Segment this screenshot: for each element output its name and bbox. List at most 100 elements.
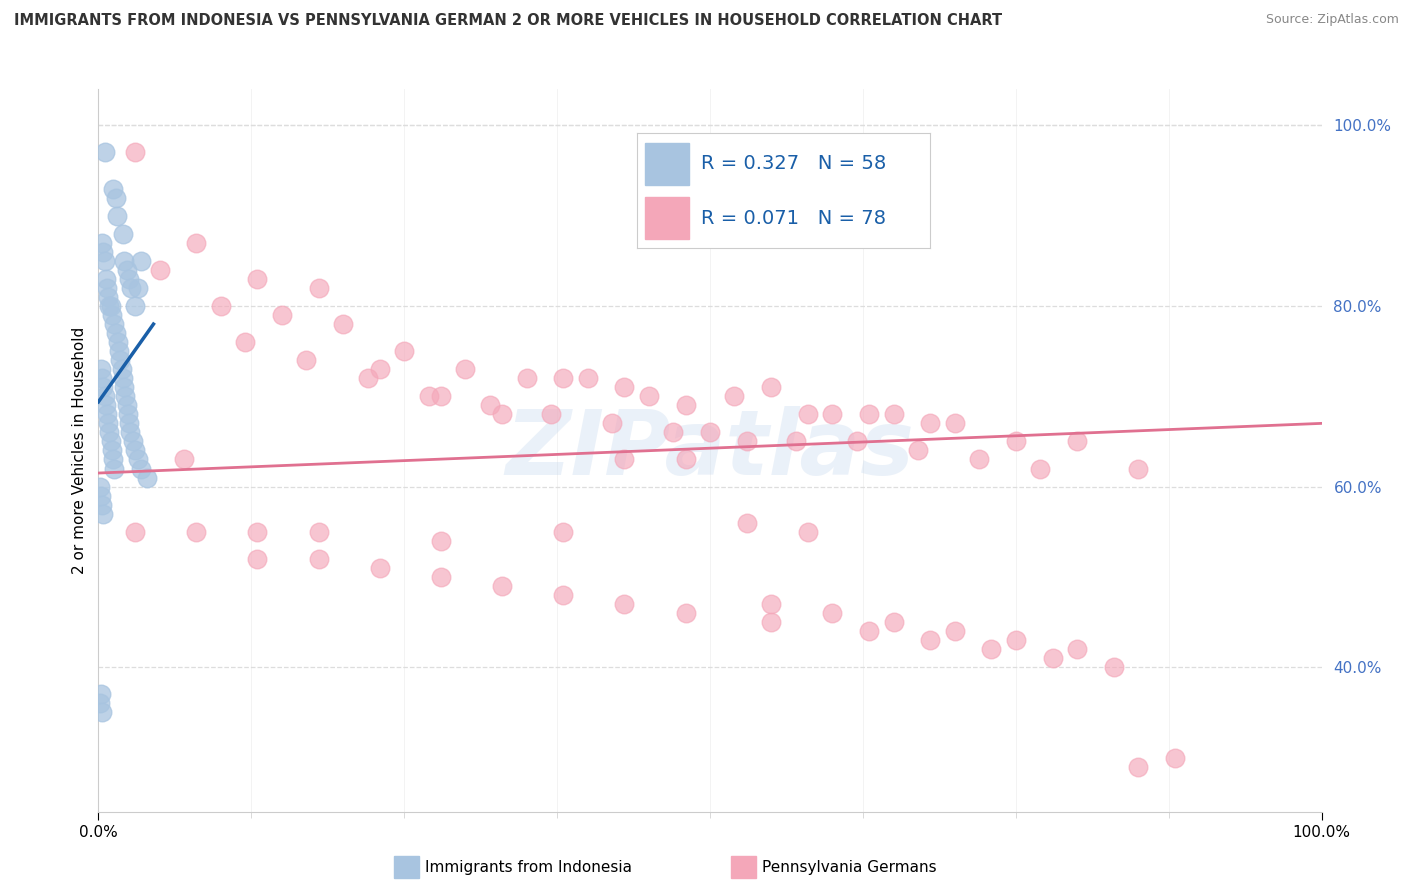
Point (104, 191, 127, 205)
Point (943, 624, 966, 639)
Point (91, 380, 114, 394)
Point (93, 253, 115, 268)
Point (124, 524, 146, 539)
Point (675, 398, 697, 412)
Text: R = 0.071   N = 78: R = 0.071 N = 78 (702, 209, 886, 227)
Point (920, 633, 942, 648)
Point (90, 489, 112, 503)
Point (90, 687, 112, 701)
Text: Immigrants from Indonesia: Immigrants from Indonesia (425, 860, 631, 874)
Point (91, 498, 114, 512)
Point (100, 299, 122, 313)
Point (112, 380, 135, 394)
Point (120, 425, 142, 440)
Point (96, 281, 118, 295)
Bar (645, 143, 689, 185)
Point (105, 209, 128, 223)
Point (540, 407, 562, 422)
Point (735, 434, 758, 449)
Point (723, 389, 745, 403)
Point (100, 434, 122, 449)
Point (797, 407, 820, 422)
Point (173, 452, 195, 467)
Point (613, 380, 636, 394)
Point (246, 524, 269, 539)
Point (246, 272, 269, 286)
Point (491, 579, 513, 593)
Point (613, 597, 636, 611)
Point (516, 371, 538, 385)
Point (907, 443, 929, 458)
Point (967, 452, 990, 467)
Point (600, 417, 623, 431)
Point (1004, 633, 1026, 648)
Point (785, 434, 807, 449)
Point (136, 470, 159, 484)
Point (108, 344, 131, 359)
Point (553, 524, 575, 539)
Point (1042, 651, 1064, 665)
Point (101, 443, 124, 458)
Point (186, 235, 208, 250)
Point (118, 417, 141, 431)
Point (101, 181, 124, 195)
Point (103, 317, 125, 331)
Point (368, 561, 391, 575)
Point (1128, 461, 1150, 475)
Point (883, 407, 905, 422)
Y-axis label: 2 or more Vehicles in Household: 2 or more Vehicles in Household (72, 326, 87, 574)
Point (103, 461, 125, 475)
Point (1029, 461, 1052, 475)
Point (97, 290, 120, 304)
Point (797, 524, 820, 539)
Point (980, 642, 1002, 657)
Point (368, 362, 391, 376)
Point (98, 425, 121, 440)
Point (97, 417, 120, 431)
Point (1066, 434, 1088, 449)
Point (96, 407, 118, 422)
Point (821, 606, 844, 620)
Point (91, 371, 114, 385)
Point (1004, 434, 1026, 449)
Point (129, 253, 152, 268)
Point (920, 417, 942, 431)
Point (662, 425, 685, 440)
Point (356, 371, 378, 385)
Point (90, 362, 112, 376)
Point (111, 227, 134, 241)
Point (111, 371, 134, 385)
Point (94, 272, 117, 286)
Bar (645, 197, 689, 239)
Point (1128, 759, 1150, 773)
Point (308, 281, 330, 295)
Point (883, 615, 905, 629)
Point (430, 389, 453, 403)
Point (246, 551, 269, 566)
Point (675, 606, 697, 620)
Text: IMMIGRANTS FROM INDONESIA VS PENNSYLVANIA GERMAN 2 OR MORE VEHICLES IN HOUSEHOLD: IMMIGRANTS FROM INDONESIA VS PENNSYLVANI… (14, 13, 1002, 29)
Point (332, 317, 354, 331)
Point (858, 407, 880, 422)
Point (149, 262, 172, 277)
Point (392, 344, 416, 359)
Point (761, 597, 783, 611)
Point (491, 407, 513, 422)
Point (129, 461, 152, 475)
Point (115, 398, 138, 412)
Text: Pennsylvania Germans: Pennsylvania Germans (762, 860, 936, 874)
Point (761, 380, 783, 394)
Point (638, 389, 661, 403)
Point (124, 443, 146, 458)
Point (308, 551, 330, 566)
Point (89, 697, 111, 711)
Point (430, 533, 453, 548)
Point (186, 524, 208, 539)
Point (675, 452, 697, 467)
Point (104, 326, 127, 340)
Point (127, 281, 149, 295)
Text: Source: ZipAtlas.com: Source: ZipAtlas.com (1265, 13, 1399, 27)
Point (91, 235, 114, 250)
Point (761, 615, 783, 629)
Point (308, 524, 330, 539)
